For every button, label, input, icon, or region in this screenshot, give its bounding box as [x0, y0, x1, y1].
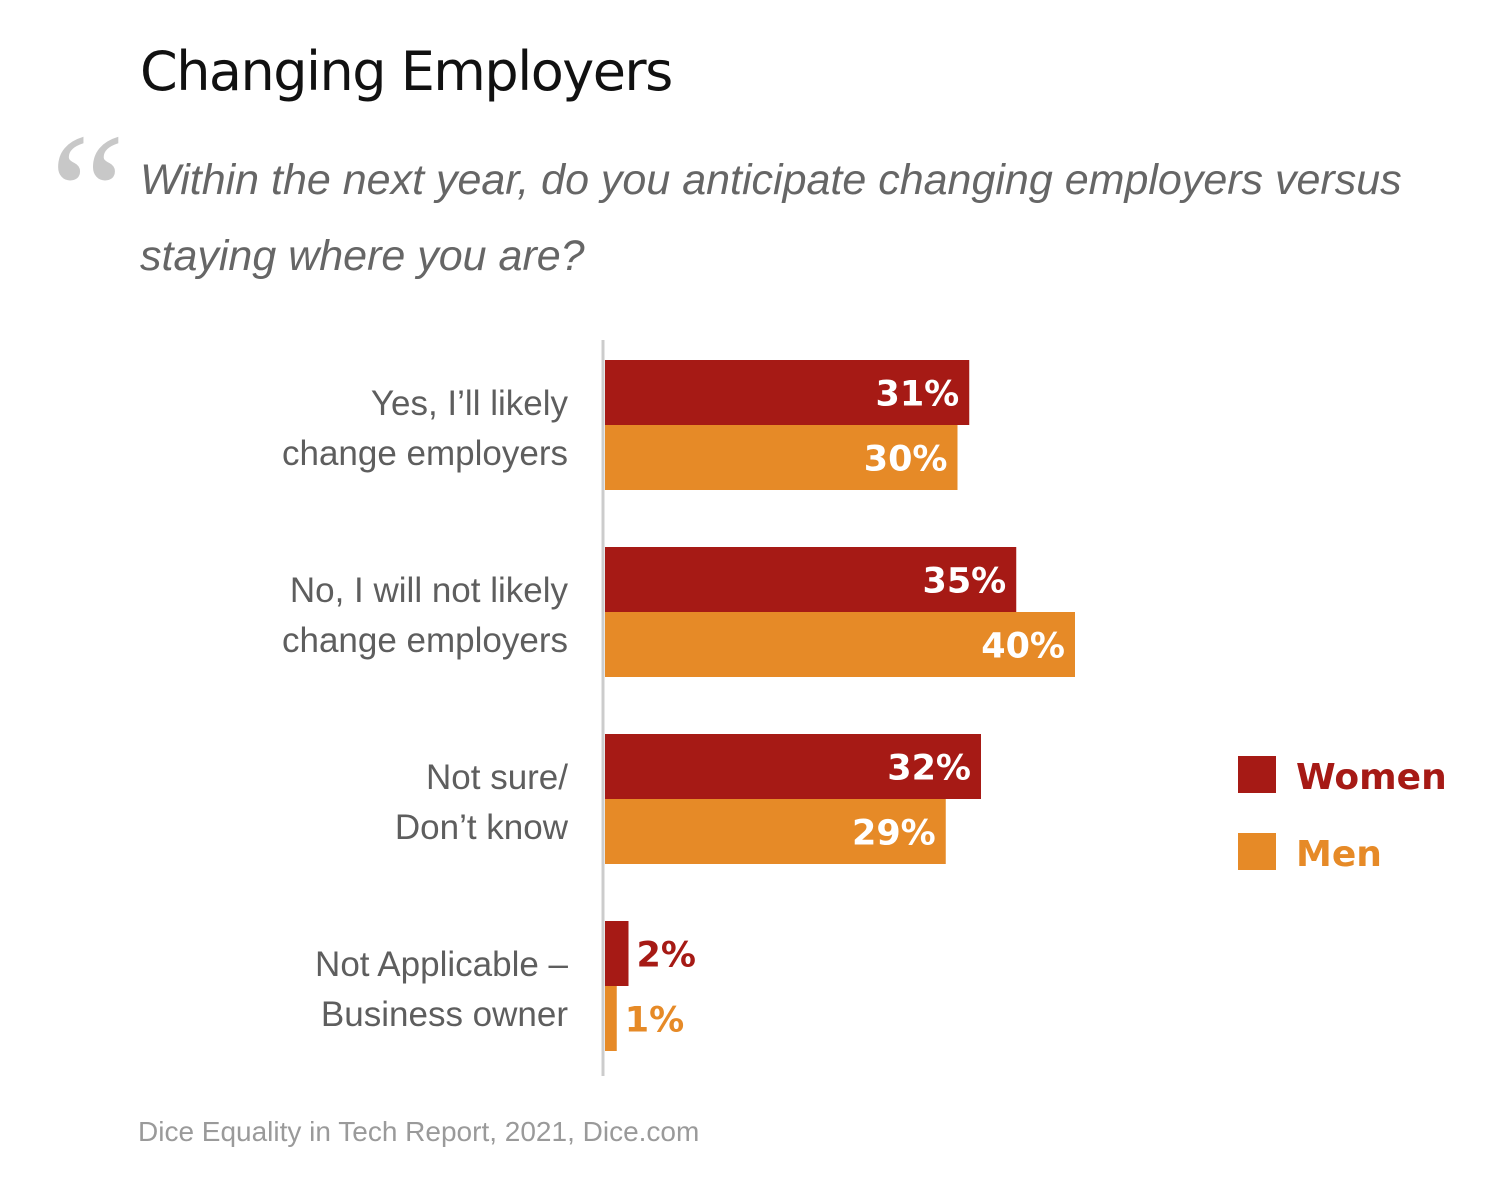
data-label: 31%	[875, 375, 959, 415]
category-label: Not Applicable – Business owner	[315, 945, 568, 1034]
women-bar	[605, 921, 629, 986]
source-note: Dice Equality in Tech Report, 2021, Dice…	[138, 1116, 700, 1147]
data-label: 32%	[887, 749, 971, 789]
data-label: 29%	[852, 814, 936, 854]
men-bar	[605, 799, 946, 864]
legend-label: Women	[1296, 757, 1447, 798]
chart-title: Changing Employers	[140, 40, 673, 103]
men-bar	[605, 425, 958, 490]
men-bar	[605, 612, 1075, 677]
quote-mark: “	[50, 99, 126, 287]
women-bar	[605, 360, 970, 425]
women-bar	[605, 734, 981, 799]
data-label: 2%	[637, 936, 696, 976]
women-legend-swatch	[1238, 756, 1276, 793]
data-label: 40%	[981, 627, 1065, 667]
legend-label: Men	[1296, 834, 1382, 875]
data-label: 30%	[864, 440, 948, 480]
men-bar	[605, 986, 617, 1051]
women-bar	[605, 547, 1017, 612]
men-legend-swatch	[1238, 833, 1276, 870]
survey-question: Within the next year, do you anticipate …	[140, 156, 1402, 280]
data-label: 1%	[625, 1001, 684, 1041]
data-label: 35%	[922, 562, 1006, 602]
category-label: Yes, I’ll likely change employers	[282, 384, 568, 473]
category-label: Not sure/Don’t know	[395, 758, 569, 847]
category-label: No, I will not likely change employers	[282, 571, 568, 660]
